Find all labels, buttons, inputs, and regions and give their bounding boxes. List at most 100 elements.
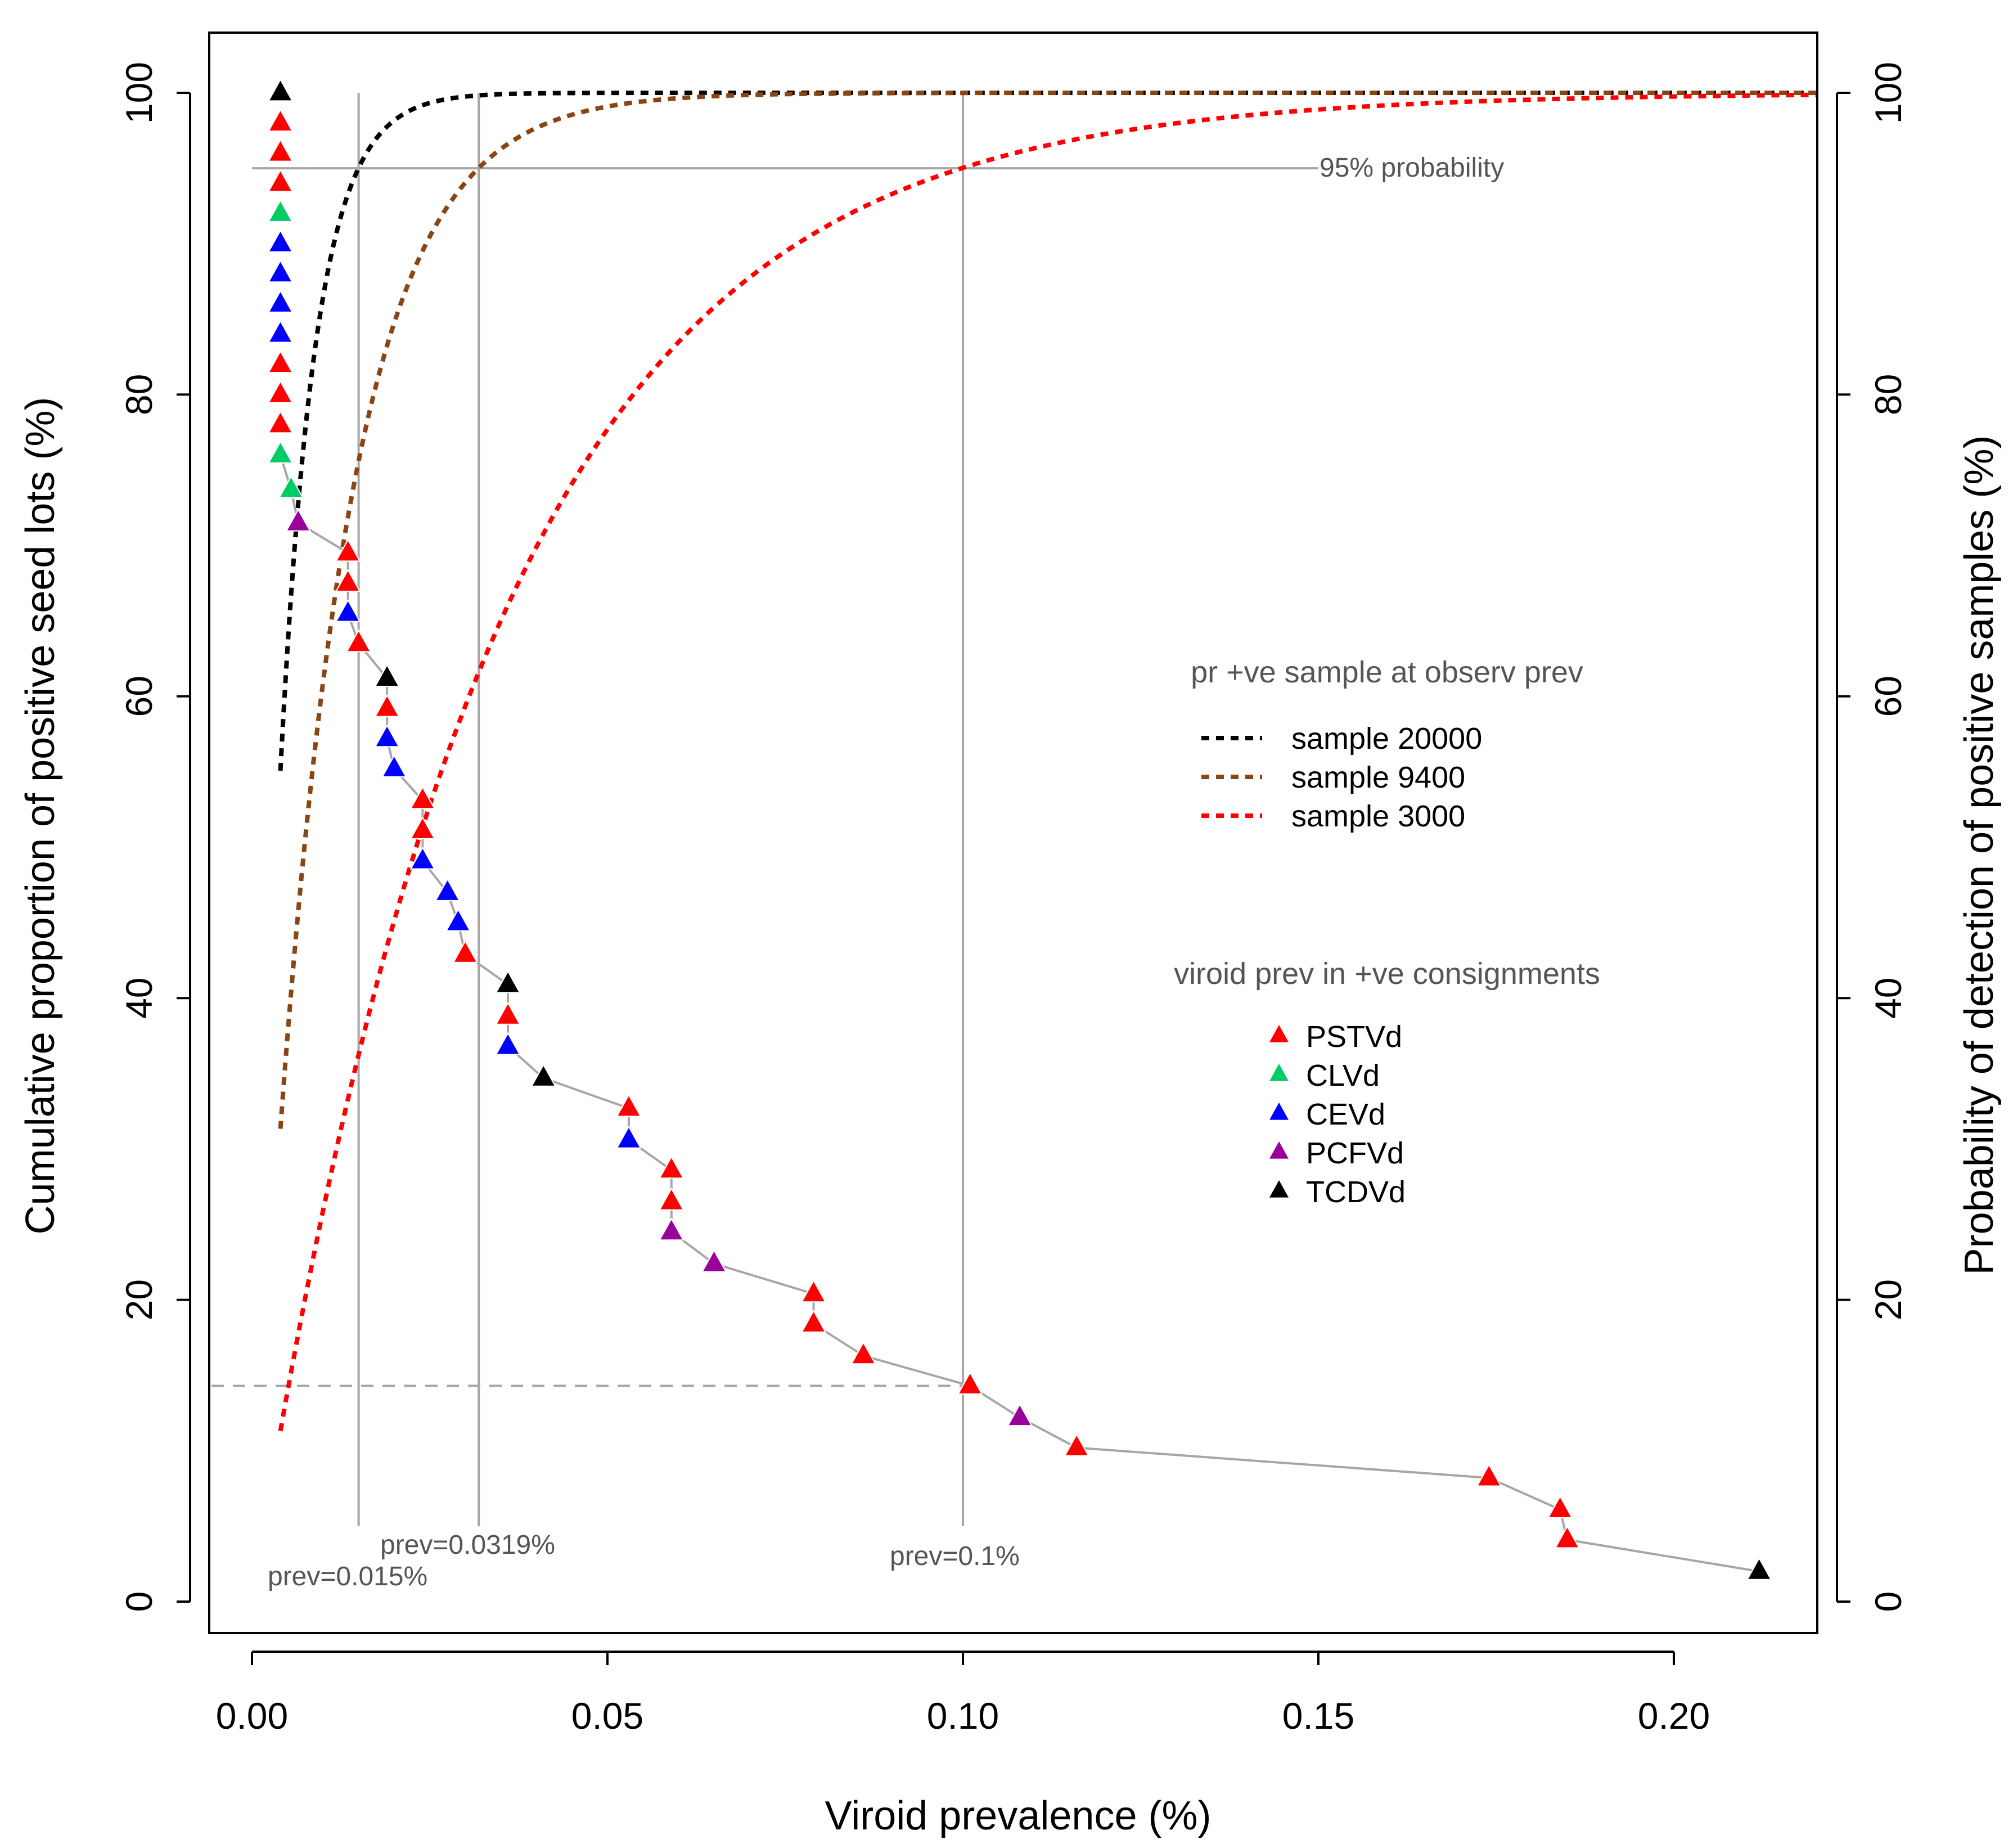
x-tick-label-3: 0.15 bbox=[1282, 1695, 1354, 1737]
y-right-tick-label-0: 0 bbox=[1867, 1591, 1909, 1612]
legend-label-CEVd: CEVd bbox=[1306, 1098, 1385, 1131]
legend-label-sample-3000: sample 3000 bbox=[1291, 799, 1465, 833]
legend-label-TCDVd: TCDVd bbox=[1306, 1175, 1406, 1209]
y-axis-left: 0 20 40 60 80 100 bbox=[118, 62, 191, 1612]
x-tick-label-4: 0.20 bbox=[1638, 1695, 1710, 1737]
y-left-tick-label-5: 100 bbox=[118, 62, 160, 124]
point-PSTVd-24 bbox=[409, 816, 436, 839]
point-PSTVd-44 bbox=[1064, 1433, 1089, 1456]
point-PCFVd-38 bbox=[701, 1249, 727, 1273]
point-PSTVd-2 bbox=[267, 138, 294, 162]
legend-swatch-TCDVd bbox=[1269, 1180, 1289, 1198]
legend-curves-title: pr +ve sample at observ prev bbox=[1191, 655, 1583, 689]
plot-frame bbox=[208, 32, 1818, 1634]
y-left-tick-label-1: 20 bbox=[118, 1279, 160, 1320]
point-CEVd-8 bbox=[267, 320, 294, 343]
point-PSTVd-35 bbox=[659, 1155, 684, 1179]
annotation-prev-0015: prev=0.015% bbox=[268, 1562, 427, 1591]
y-axis-left-title: Cumulative proportion of positive seed l… bbox=[18, 397, 63, 1235]
point-PSTVd-23 bbox=[409, 786, 436, 810]
point-CEVd-25 bbox=[409, 846, 436, 870]
legend-label-PSTVd: PSTVd bbox=[1306, 1020, 1402, 1054]
point-PSTVd-20 bbox=[374, 694, 400, 717]
x-tick-label-1: 0.05 bbox=[571, 1695, 643, 1737]
legend-swatch-PSTVd bbox=[1269, 1025, 1289, 1042]
y-left-tick-label-4: 80 bbox=[118, 374, 160, 415]
point-PCFVd-37 bbox=[659, 1217, 684, 1241]
point-PSTVd-42 bbox=[957, 1371, 983, 1395]
point-PSTVd-30 bbox=[495, 1001, 521, 1025]
point-PSTVd-41 bbox=[850, 1341, 876, 1365]
point-CEVd-27 bbox=[445, 908, 471, 932]
point-CEVd-26 bbox=[434, 878, 461, 901]
point-PSTVd-45 bbox=[1476, 1463, 1502, 1487]
y-axis-right: 0 20 40 60 80 100 bbox=[1836, 62, 1909, 1612]
point-CLVd-4 bbox=[267, 199, 294, 222]
point-CEVd-5 bbox=[267, 229, 294, 253]
y-right-tick-label-3: 60 bbox=[1867, 676, 1909, 717]
x-axis: 0.00 0.05 0.10 0.15 0.20 bbox=[216, 1651, 1710, 1737]
point-PSTVd-47 bbox=[1554, 1525, 1580, 1549]
point-TCDVd-19 bbox=[374, 664, 400, 687]
point-PSTVd-28 bbox=[452, 939, 478, 963]
reference-lines bbox=[211, 93, 1318, 1526]
point-PSTVd-33 bbox=[616, 1094, 642, 1117]
y-left-tick-label-0: 0 bbox=[118, 1591, 160, 1612]
point-PSTVd-16 bbox=[335, 569, 361, 592]
point-PSTVd-1 bbox=[267, 109, 294, 132]
point-CLVd-12 bbox=[267, 440, 294, 464]
point-PSTVd-9 bbox=[267, 350, 294, 374]
point-PSTVd-11 bbox=[267, 410, 294, 434]
x-axis-title: Viroid prevalence (%) bbox=[825, 1793, 1212, 1838]
point-CEVd-31 bbox=[495, 1032, 521, 1055]
annotation-prev-00319: prev=0.0319% bbox=[380, 1530, 555, 1560]
y-left-tick-label-2: 40 bbox=[118, 977, 160, 1018]
annotation-prev-01: prev=0.1% bbox=[890, 1541, 1020, 1571]
legend-swatch-PCFVd bbox=[1269, 1141, 1289, 1159]
legend-swatch-CEVd bbox=[1269, 1103, 1289, 1120]
point-PSTVd-36 bbox=[659, 1187, 684, 1211]
point-TCDVd-48 bbox=[1746, 1557, 1772, 1580]
annotation-95-probability: 95% probability bbox=[1320, 153, 1504, 183]
point-TCDVd-32 bbox=[530, 1063, 556, 1087]
curve-sample-9400 bbox=[278, 91, 1816, 1129]
data-points bbox=[267, 78, 1772, 1580]
point-PSTVd-15 bbox=[335, 538, 361, 562]
legend-label-sample-20000: sample 20000 bbox=[1291, 722, 1482, 756]
point-PSTVd-10 bbox=[267, 380, 294, 403]
point-CEVd-22 bbox=[381, 754, 407, 777]
y-axis-right-title: Probability of detection of positive sam… bbox=[1957, 435, 2002, 1275]
point-CEVd-34 bbox=[616, 1125, 642, 1149]
point-TCDVd-0 bbox=[267, 78, 294, 102]
point-CEVd-6 bbox=[267, 259, 294, 283]
point-TCDVd-29 bbox=[495, 970, 521, 993]
legend-label-sample-9400: sample 9400 bbox=[1291, 761, 1465, 794]
point-CEVd-17 bbox=[335, 599, 361, 622]
legend-label-CLVd: CLVd bbox=[1306, 1059, 1380, 1092]
y-left-tick-label-3: 60 bbox=[118, 676, 160, 717]
y-right-tick-label-4: 80 bbox=[1867, 374, 1909, 415]
y-right-tick-label-2: 40 bbox=[1867, 977, 1909, 1018]
probability-curves bbox=[278, 91, 1816, 1432]
point-PSTVd-40 bbox=[800, 1310, 827, 1333]
point-PSTVd-39 bbox=[800, 1279, 827, 1303]
x-tick-label-2: 0.10 bbox=[927, 1695, 999, 1737]
point-PCFVd-43 bbox=[1007, 1403, 1033, 1427]
point-CEVd-21 bbox=[374, 724, 400, 748]
curve-sample-20000 bbox=[278, 91, 1816, 771]
curve-sample-3000 bbox=[278, 92, 1816, 1432]
point-PSTVd-18 bbox=[345, 629, 372, 653]
legend-swatch-CLVd bbox=[1269, 1064, 1289, 1081]
x-tick-label-0: 0.00 bbox=[216, 1695, 288, 1737]
y-right-tick-label-5: 100 bbox=[1867, 62, 1909, 124]
legend-points: viroid prev in +ve consignments PSTVd CLV… bbox=[1174, 957, 1600, 1209]
point-CLVd-13 bbox=[278, 475, 304, 498]
y-right-tick-label-1: 20 bbox=[1867, 1279, 1909, 1320]
point-CEVd-7 bbox=[267, 289, 294, 313]
point-PSTVd-46 bbox=[1547, 1495, 1573, 1518]
legend-curves: pr +ve sample at observ prev sample 2000… bbox=[1191, 655, 1583, 833]
point-PSTVd-3 bbox=[267, 169, 294, 192]
legend-points-title: viroid prev in +ve consignments bbox=[1174, 957, 1600, 991]
point-PCFVd-14 bbox=[285, 508, 311, 532]
